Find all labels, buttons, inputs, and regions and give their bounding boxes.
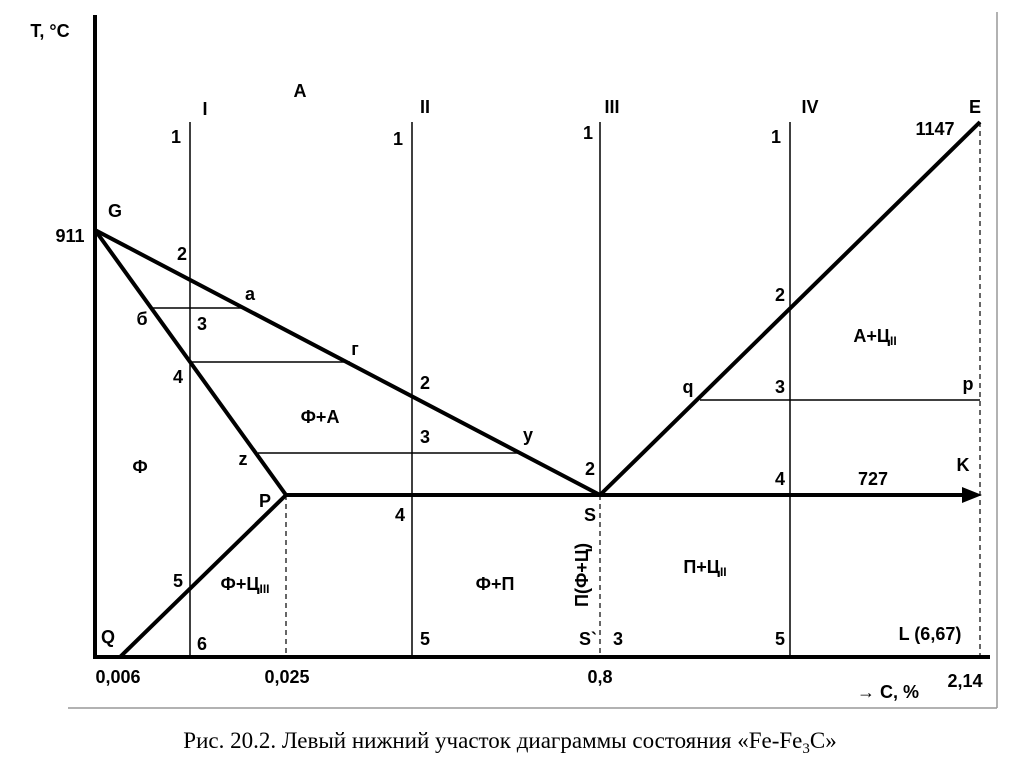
alloy-lines [189,122,791,657]
label: г [351,339,359,359]
label: A [294,81,307,101]
label: 2 [177,244,187,264]
label: 0,006 [95,667,140,687]
label: Ф+А [301,407,340,427]
label: IV [801,97,818,117]
label: y [523,425,533,445]
label: II [420,97,430,117]
label: P [259,491,271,511]
label: 0,025 [264,667,309,687]
label: 3 [197,314,207,334]
label: 1 [583,123,593,143]
label: 0,8 [587,667,612,687]
label: 3 [613,629,623,649]
label: 1 [771,127,781,147]
label: П(Ф+Ц) [572,543,592,607]
label: I [202,99,207,119]
tie-lines [152,307,980,454]
label: 5 [775,629,785,649]
label: S [584,505,596,525]
label: 2 [775,285,785,305]
label: G [108,201,122,221]
label: 1147 [915,119,954,139]
label: III [604,97,619,117]
label: 1 [171,127,181,147]
label: 3 [420,427,430,447]
phase-lines [93,120,982,659]
label: 5 [173,571,183,591]
label: Ф [132,457,147,477]
label: p [963,374,974,394]
label: Q [101,627,115,647]
label: → C, % [857,682,919,702]
label: T, °C [30,21,69,41]
region-label: Ф+ЦIII [220,574,269,596]
label: б [136,309,147,329]
label: Ф+П [476,574,515,594]
label: 2 [585,459,595,479]
label: 2 [420,373,430,393]
label: 3 [775,377,785,397]
dashed-lines [285,122,981,657]
label: z [239,449,248,469]
label: 6 [197,634,207,654]
caption: Рис. 20.2. Левый нижний участок диаграмм… [183,728,836,757]
label: 4 [775,469,785,489]
label: 4 [173,367,183,387]
label: a [245,284,256,304]
label: 1 [393,129,403,149]
label: 727 [858,469,888,489]
label: E [969,97,981,117]
label: S` [579,629,597,649]
region-label: П+ЦII [683,557,726,579]
region-label: А+ЦII [853,326,896,348]
label: 911 [55,226,84,246]
label: 5 [420,629,430,649]
label: L (6,67) [899,624,962,644]
label: q [683,377,694,397]
label: K [957,455,970,475]
label: 4 [395,505,405,525]
label: 2,14 [947,671,982,691]
